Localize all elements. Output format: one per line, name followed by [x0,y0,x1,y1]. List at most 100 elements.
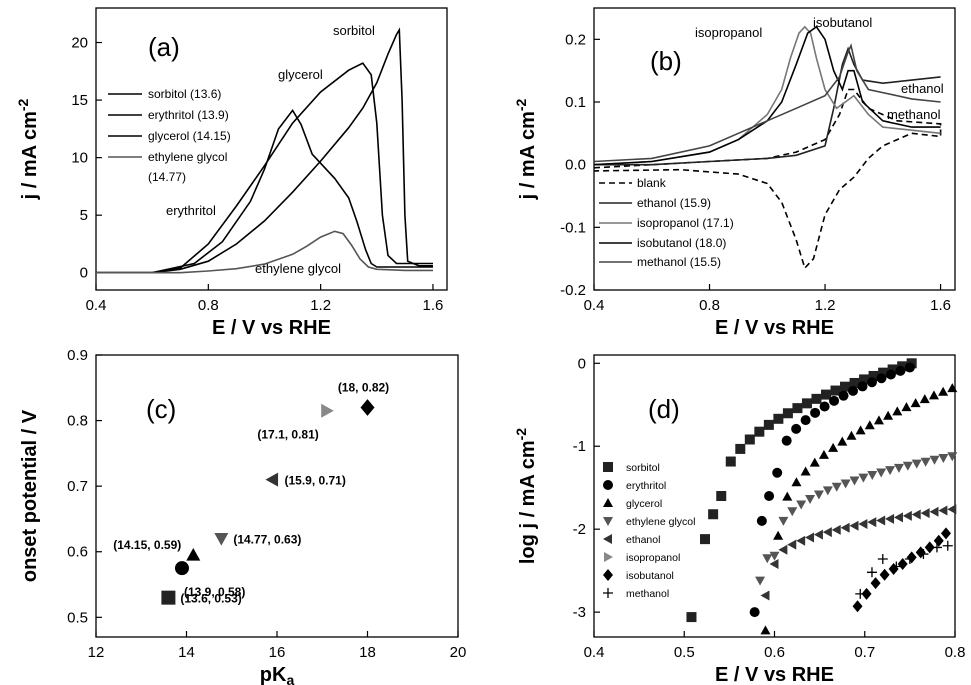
data-point-erythritol [800,415,811,426]
data-point-erythritol [810,407,821,418]
x-tick-label: 1.6 [930,297,951,314]
y-tick-label: 15 [71,92,88,109]
series-line-blank [593,88,942,270]
data-point-erythritol [838,390,849,401]
data-point-sorbitol [868,370,879,381]
legend-label: ethanol (15.9) [637,196,711,210]
data-point-erythritol [819,401,830,412]
y-tick-label: 0.5 [67,609,88,626]
data-point-sorbitol [811,393,822,404]
data-point-methanol [931,542,942,553]
data-point-ethanol [787,539,797,550]
curve-annotation: isobutanol [813,15,872,30]
point-label: (14.15, 0.59) [113,538,181,552]
data-point-erythritol [876,373,887,384]
data-point-isobutanol [897,558,908,571]
legend-marker [603,517,613,526]
data-point-erythritol [857,381,868,392]
data-point-glycerol [773,530,784,540]
panel-c: 12 14 16 18 20 0.5 0.6 0.7 0.8 0.9 pKa onset potent… [19,347,466,685]
data-point-glycerol [919,394,930,404]
x-axis-label: E / V vs RHE [715,664,834,685]
y-tick-label: 20 [71,35,88,52]
legend-label: isopropanol (17.1) [637,216,734,230]
data-point-methanol [918,549,929,560]
x-tick-label: 0.8 [198,297,219,314]
y-axis-label-text: j / mA cm [19,111,41,200]
legend-label: methanol [626,588,669,600]
y-tick-label: -0.1 [560,219,586,236]
data-point-ethylene-glycol [885,466,896,476]
data-point-ethanol [876,515,886,526]
x-tick-label: 1.2 [310,297,331,314]
data-point-glycerol [910,398,921,408]
x-axis-label: pKa [260,664,295,685]
data-point-sorbitol [773,413,784,424]
data-point-sorbitol [716,491,727,501]
y-axis-label: onset potential / V [19,409,41,582]
data-point-ethylene-glycol [902,461,913,471]
data-point-methanol [942,540,953,551]
curve-annotation: erythritol [166,203,216,218]
data-point-isobutanol [906,551,917,564]
series-line-glycerol [96,62,433,274]
y-tick-label: -3 [573,604,586,621]
data-point-ethylene-glycol [813,490,824,500]
x-tick-label: 12 [88,644,105,661]
data-point-ethanol [911,509,921,520]
x-tick-label: 14 [178,644,195,661]
data-point-sorbitol [801,398,812,409]
data-point-ethylene-glycol [796,500,807,510]
data-point-erythritol [904,362,915,373]
data-point-erythritol [791,423,802,434]
data-point-ethylene-glycol [938,453,949,463]
x-tick-label: 0.7 [854,644,875,661]
x-axis-label-text: E / V vs RHE [212,317,331,339]
x-axis-label: E / V vs RHE [212,317,331,339]
data-point-glycerol [800,466,811,476]
data-point-glycerol [837,436,848,446]
data-point-sorbitol [849,377,860,388]
data-point-glycerol [883,410,894,420]
curve-annotation: ethanol [901,81,944,96]
x-tick-label: 0.4 [584,297,605,314]
data-point-sorbitol [782,408,793,419]
y-tick-label: 0.9 [67,347,88,364]
y-tick-label: 0 [80,265,88,282]
data-point-methanol [866,567,877,578]
data-point-ethanol [929,506,939,517]
data-point-glycerol [892,406,903,416]
data-point-sorbitol [735,443,746,454]
legend-marker [603,588,613,598]
data-point-glycerol [809,457,820,467]
curve-annotation: methanol [887,107,941,122]
data-point-erythritol [772,467,783,478]
data-point-glycerol [828,442,839,452]
x-tick-label: 20 [450,644,467,661]
data-point-ethylene-glycol [858,473,869,483]
legend-marker [603,569,613,581]
y-tick-label: 0.1 [565,94,586,111]
plot-frame [593,7,956,291]
data-point-glycerol [938,386,949,396]
x-axis-label-text: E / V vs RHE [715,317,834,339]
x-tick-label: 0.6 [764,644,785,661]
data-point-erythritol [829,395,840,406]
data-point-ethylene-glycol [920,457,931,467]
data-point-isobutanol [852,600,863,613]
x-tick-label: 0.8 [945,644,966,661]
y-tick-label: 0 [578,355,586,372]
data-point-ethanol [885,513,895,524]
x-tick-label: 0.4 [86,297,107,314]
data-point-isobutanol [924,541,935,554]
data-point-sorbitol [700,534,711,545]
panel-label: (a) [148,32,180,62]
data-point-ethanol [893,512,903,523]
legend-label: isobutanol (18.0) [637,236,726,250]
y-axis-label-text: onset potential / V [19,409,41,582]
data-point-glycerol [901,402,912,412]
data-point-ethanol [813,529,823,540]
y-tick-label: 0.7 [67,478,88,495]
data-point-isobutanol [879,568,890,581]
data-point-sorbitol [887,364,898,375]
